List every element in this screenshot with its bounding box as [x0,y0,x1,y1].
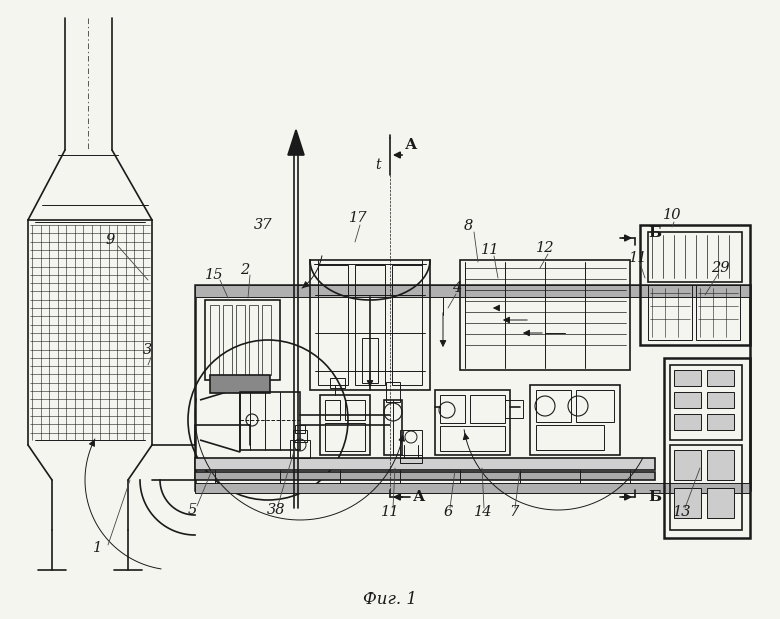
Bar [400,430,422,458]
Bar [195,285,750,297]
Bar [435,390,510,455]
Bar [195,483,750,493]
Bar [386,382,400,402]
Text: Б: Б [648,490,661,504]
Bar [576,390,614,422]
Text: Б: Б [648,226,661,240]
Bar [195,458,655,470]
Text: 1: 1 [94,541,103,555]
Bar [536,425,604,450]
Bar [290,440,310,458]
Bar [674,488,701,518]
Bar [195,472,655,480]
Bar [295,425,305,433]
Text: 14: 14 [473,505,492,519]
Bar [470,395,505,423]
Bar [195,285,750,490]
Text: 29: 29 [711,261,729,275]
Bar [440,426,505,451]
Bar [674,414,701,430]
Bar [707,392,734,408]
Bar [674,392,701,408]
Bar [249,305,258,375]
Bar [696,285,740,340]
Text: 17: 17 [349,211,367,225]
Bar [536,390,571,422]
Polygon shape [288,130,304,155]
Bar [640,225,750,345]
Text: 5: 5 [187,503,197,517]
Bar [674,450,701,480]
Bar [318,265,348,385]
Bar [293,430,307,442]
Bar [707,414,734,430]
Bar [262,305,271,375]
Bar [210,375,270,393]
Bar [392,265,422,385]
Bar [670,365,742,440]
Text: t: t [375,158,381,172]
Bar [325,400,340,420]
Text: 6: 6 [443,505,452,519]
Bar [530,385,620,455]
Bar [210,305,219,375]
Bar [460,260,630,370]
Text: А: А [413,490,425,504]
Bar [707,488,734,518]
Bar [355,265,385,385]
Bar [320,395,370,455]
Bar [648,285,692,340]
Text: 11: 11 [480,243,499,257]
Text: А: А [405,138,417,152]
Text: 10: 10 [663,208,681,222]
Text: 8: 8 [463,219,473,233]
Text: 11: 11 [629,251,647,265]
Bar [648,232,742,282]
Text: Фиг. 1: Фиг. 1 [363,592,417,608]
Text: 2: 2 [240,263,250,277]
Bar [707,450,734,480]
Bar [240,392,300,450]
Bar [384,400,402,455]
Bar [664,358,750,538]
Bar [236,305,245,375]
Text: 3: 3 [143,343,151,357]
Text: 9: 9 [105,233,115,247]
Text: 7: 7 [509,505,519,519]
Text: 13: 13 [672,505,691,519]
Bar [670,445,742,530]
Bar [674,370,701,386]
Bar [330,378,345,388]
Text: 12: 12 [536,241,555,255]
Text: 38: 38 [267,503,285,517]
Bar [310,260,430,390]
Bar [325,423,365,451]
Bar [345,400,365,420]
Bar [505,400,523,418]
Bar [400,455,422,463]
Text: 4: 4 [452,281,462,295]
Bar [205,300,280,380]
Bar [223,305,232,375]
Text: 11: 11 [381,505,399,519]
Text: 37: 37 [254,218,272,232]
Text: 15: 15 [205,268,223,282]
Bar [362,338,378,383]
Bar [440,395,465,423]
Bar [707,370,734,386]
